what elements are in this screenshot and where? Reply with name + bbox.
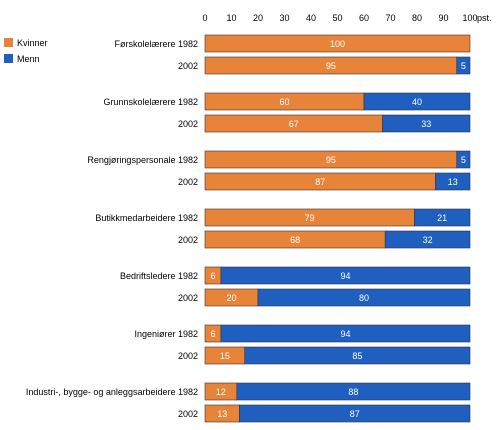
data-label: 21 (437, 213, 447, 223)
data-label: 6 (210, 271, 215, 281)
bar-segment-menn (220, 324, 471, 343)
bar-segment-menn (363, 92, 471, 111)
x-tick-label: 50 (332, 13, 342, 23)
row-label: 2002 (178, 409, 198, 419)
x-tick-label: 60 (359, 13, 369, 23)
data-label: 20 (226, 293, 236, 303)
data-label: 33 (421, 119, 431, 129)
bar-segment-menn (456, 56, 471, 75)
x-tick-label: 90 (438, 13, 448, 23)
legend-swatch-menn (4, 54, 13, 63)
data-label: 100 (330, 39, 345, 49)
data-label: 94 (340, 329, 350, 339)
data-label: 32 (423, 235, 433, 245)
x-tick-label: 80 (412, 13, 422, 23)
legend-label-menn: Menn (17, 54, 40, 64)
data-label: 13 (448, 177, 458, 187)
row-label: Grunnskolelærere 1982 (103, 97, 198, 107)
data-label: 88 (348, 387, 358, 397)
x-tick-label: 30 (279, 13, 289, 23)
data-label: 95 (326, 155, 336, 165)
data-label: 5 (461, 61, 466, 71)
bar-segment-menn (257, 288, 471, 307)
x-tick-label: 70 (385, 13, 395, 23)
data-label: 60 (279, 97, 289, 107)
bar-segment-kvinner (204, 34, 471, 53)
x-axis-unit: pst. (477, 13, 492, 23)
row-label: Rengjøringspersonale 1982 (87, 155, 198, 165)
data-label: 5 (461, 155, 466, 165)
bar-segment-menn (384, 230, 471, 249)
legend-swatch-kvinner (4, 38, 13, 47)
x-tick-label: 10 (226, 13, 236, 23)
row-label: Industri-, bygge- og anleggsarbeidere 19… (26, 387, 198, 397)
bar-segment-menn (435, 172, 471, 191)
row-label: Ingeniører 1982 (134, 329, 198, 339)
x-tick-label: 20 (253, 13, 263, 23)
data-label: 12 (216, 387, 226, 397)
row-label: Bedriftsledere 1982 (120, 271, 198, 281)
legend: Kvinner Menn (4, 38, 48, 64)
data-label: 94 (340, 271, 350, 281)
data-label: 87 (315, 177, 325, 187)
data-label: 79 (305, 213, 315, 223)
bar-segment-menn (414, 208, 471, 227)
bar-segment-menn (456, 150, 471, 169)
legend-label-kvinner: Kvinner (17, 38, 48, 48)
row-label: 2002 (178, 235, 198, 245)
bars: Førskolelærere 1982 100 2002 95 5 Grunnskolel… (26, 34, 471, 423)
row-label: 2002 (178, 119, 198, 129)
data-label: 13 (217, 409, 227, 419)
data-label: 95 (326, 61, 336, 71)
bar-segment-menn (239, 404, 471, 423)
x-axis: 0 10 20 30 40 50 60 70 80 90 100 pst. (202, 13, 491, 23)
data-label: 85 (352, 351, 362, 361)
bar-segment-menn (382, 114, 471, 133)
x-tick-label: 100 (462, 13, 477, 23)
data-label: 87 (350, 409, 360, 419)
data-label: 40 (412, 97, 422, 107)
row-label: Førskolelærere 1982 (114, 39, 198, 49)
row-label: 2002 (178, 61, 198, 71)
data-label: 68 (290, 235, 300, 245)
data-label: 6 (210, 329, 215, 339)
x-tick-label: 40 (306, 13, 316, 23)
row-label: 2002 (178, 293, 198, 303)
row-label: 2002 (178, 177, 198, 187)
row-label: 2002 (178, 351, 198, 361)
data-label: 80 (359, 293, 369, 303)
x-tick-label: 0 (202, 13, 207, 23)
bar-segment-menn (236, 382, 471, 401)
data-label: 15 (220, 351, 230, 361)
data-label: 67 (289, 119, 299, 129)
bar-segment-menn (220, 266, 471, 285)
bar-segment-menn (244, 346, 471, 365)
row-label: Butikkmedarbeidere 1982 (95, 213, 198, 223)
